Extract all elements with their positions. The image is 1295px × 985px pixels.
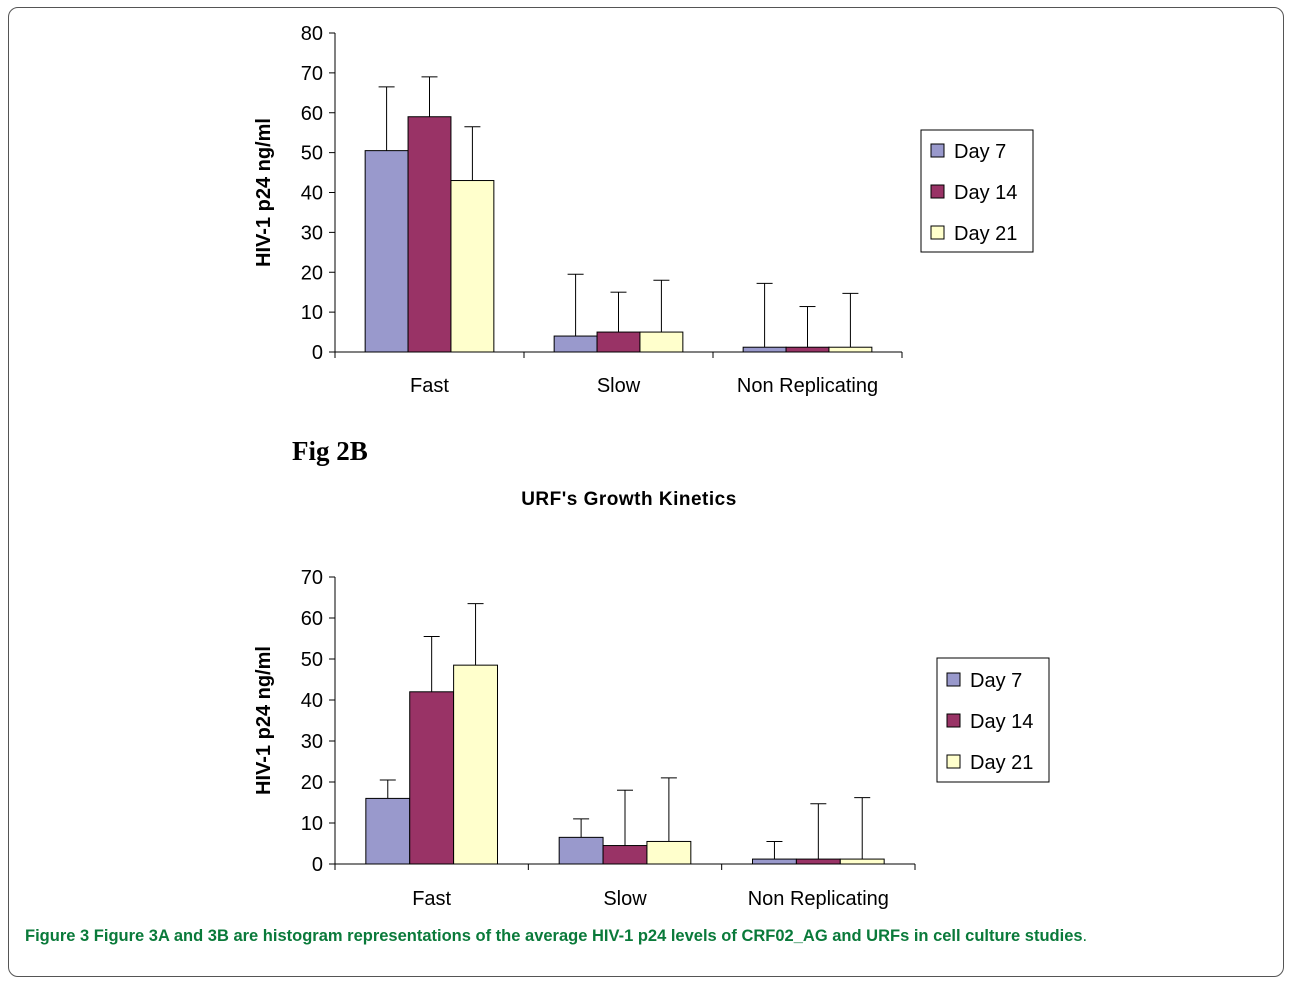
y-tick-label: 40 [301, 690, 323, 712]
x-tick-label: Non Replicating [737, 375, 878, 397]
bar [365, 797, 411, 865]
bar [646, 840, 692, 865]
bar [839, 858, 885, 865]
bar [795, 858, 841, 865]
bar [453, 664, 498, 865]
legend-swatch [946, 672, 961, 687]
legend-swatch [946, 713, 961, 728]
legend-label: Day 7 [954, 141, 1006, 163]
caption-label: Figure 3 [25, 927, 90, 945]
legend-swatch [946, 754, 961, 769]
x-tick-label: Slow [597, 375, 641, 397]
y-axis-label: HIV-1 p24 ng/ml [253, 646, 275, 795]
y-tick-label: 70 [301, 63, 323, 85]
y-tick-label: 0 [312, 342, 323, 364]
y-axis-label: HIV-1 p24 ng/ml [253, 118, 275, 267]
y-tick-label: 50 [301, 649, 323, 671]
figure-caption: Figure 3 Figure 3A and 3B are histogram … [25, 925, 1265, 948]
bar [558, 836, 604, 865]
y-tick-label: 10 [301, 302, 323, 324]
x-tick-label: Non Replicating [748, 888, 889, 910]
legend-label: Day 14 [954, 182, 1017, 204]
figure-frame [8, 7, 1284, 977]
y-tick-label: 60 [301, 103, 323, 125]
legend-swatch [930, 143, 945, 158]
legend-label: Day 21 [954, 223, 1017, 245]
y-tick-label: 30 [301, 222, 323, 244]
legend-swatch [930, 225, 945, 240]
y-tick-label: 40 [301, 183, 323, 205]
y-tick-label: 70 [301, 567, 323, 589]
chart-title: URF's Growth Kinetics [521, 489, 737, 510]
legend-swatch [930, 184, 945, 199]
y-tick-label: 10 [301, 813, 323, 835]
y-tick-label: 50 [301, 143, 323, 165]
y-tick-label: 30 [301, 731, 323, 753]
y-tick-label: 80 [301, 23, 323, 45]
bar [364, 150, 409, 353]
y-tick-label: 60 [301, 608, 323, 630]
caption-text: Figure 3A and 3B are histogram represent… [93, 927, 1083, 945]
bar [407, 116, 452, 353]
x-tick-label: Slow [603, 888, 647, 910]
chart-a: 0 10 20 30 40 50 60 70 80 HIV-1 p24 ng/ml Fast Slow… [253, 23, 1034, 397]
x-tick-label: Fast [410, 375, 449, 397]
y-tick-label: 0 [312, 854, 323, 876]
caption-end: . [1082, 927, 1088, 945]
y-tick-label: 20 [301, 772, 323, 794]
bar [409, 691, 455, 865]
bar [450, 180, 495, 353]
bar [602, 845, 648, 865]
legend-label: Day 14 [970, 711, 1033, 733]
legend-label: Day 21 [970, 752, 1033, 774]
x-tick-label: Fast [412, 888, 451, 910]
bar [752, 858, 797, 865]
y-tick-label: 20 [301, 262, 323, 284]
chart-b: URF's Growth Kinetics 0 10 20 30 40 50 60 70 HIV-… [253, 489, 1050, 910]
fig-label: Fig 2B [292, 436, 368, 466]
legend-label: Day 7 [970, 670, 1022, 692]
